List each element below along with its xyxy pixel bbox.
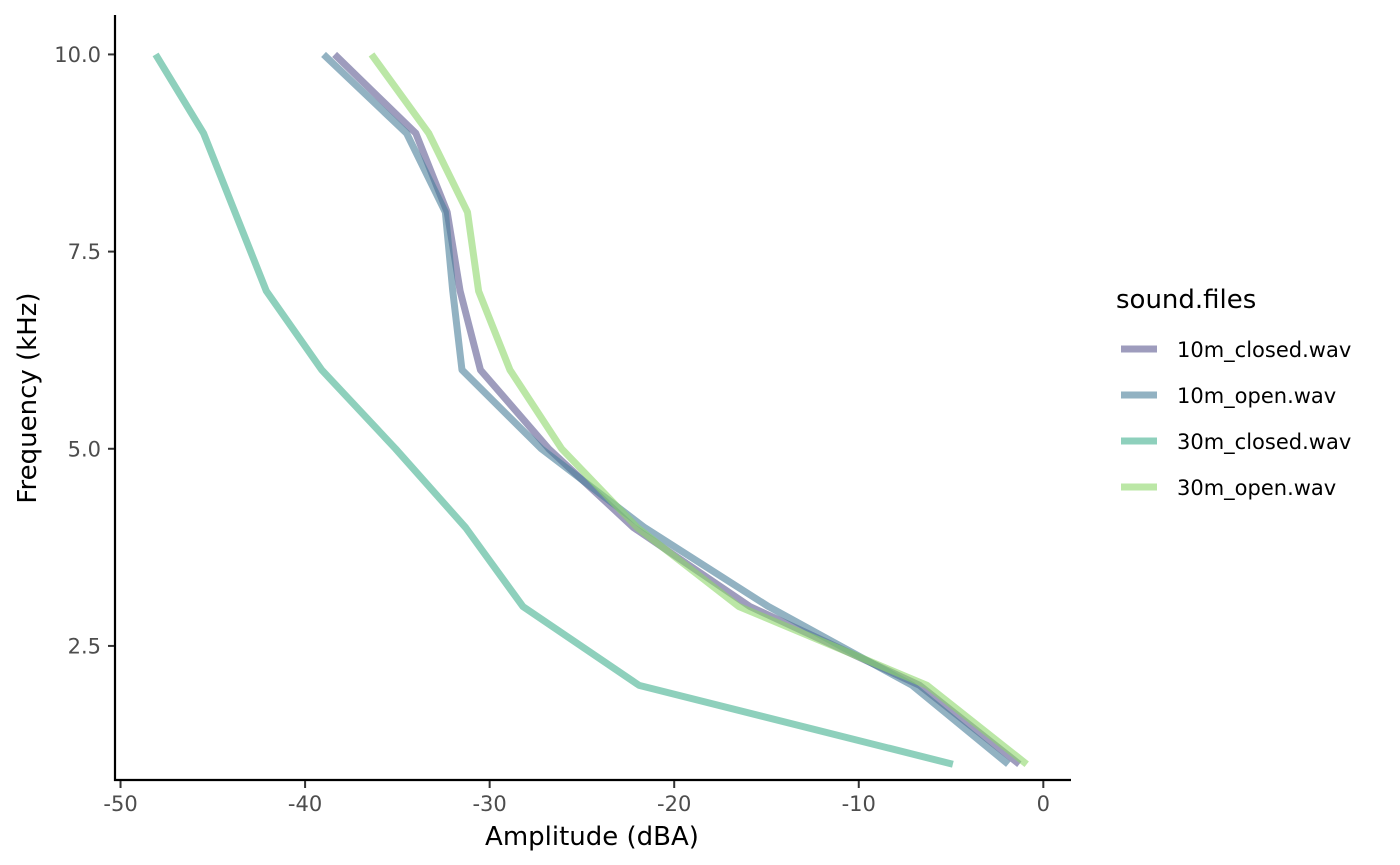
y-tick-label: 10.0 [54,43,101,67]
legend-title: sound.files [1116,285,1256,315]
x-ticks: -50 -40 -30 -20 -10 0 [103,781,1050,816]
y-axis-title: Frequency (kHz) [13,292,43,503]
axes [113,15,1071,782]
legend-label: 30m_open.wav [1177,476,1336,501]
y-ticks: 2.5 5.0 7.5 10.0 [54,43,114,658]
legend-label: 10m_open.wav [1177,384,1336,409]
x-tick-label: -20 [657,792,691,816]
x-tick-label: 0 [1037,792,1050,816]
plot-lines [152,51,1029,768]
x-tick-label: -10 [842,792,876,816]
y-tick-label: 5.0 [68,437,101,461]
legend-label: 30m_closed.wav [1177,430,1351,455]
series-line-0 [332,51,1022,767]
series-line-3 [368,52,1029,767]
series-line-2 [152,52,954,768]
x-tick-label: -30 [472,792,506,816]
x-tick-label: -50 [103,792,137,816]
legend-items: 10m_closed.wav 10m_open.wav 30m_closed.wav… [1121,338,1351,501]
legend-label: 10m_closed.wav [1177,338,1351,363]
y-tick-label: 2.5 [68,634,101,658]
x-tick-label: -40 [288,792,322,816]
x-axis-title: Amplitude (dBA) [485,822,699,852]
legend: sound.files 10m_closed.wav 10m_open.wav 30… [1116,285,1351,501]
y-tick-label: 7.5 [68,240,101,264]
